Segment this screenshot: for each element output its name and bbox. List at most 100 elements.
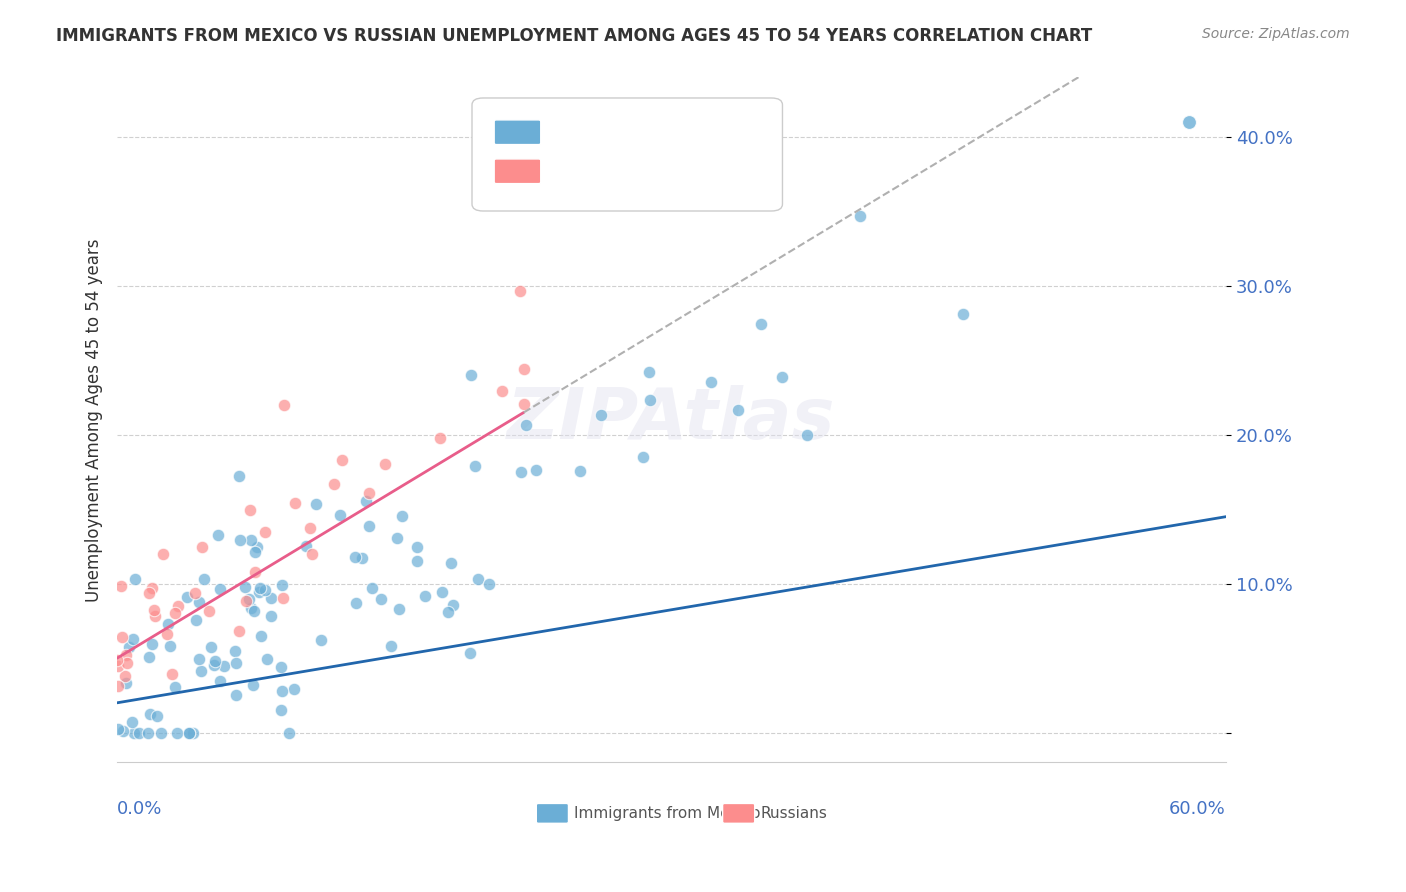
Point <box>245 565 267 579</box>
Point <box>478 577 501 591</box>
Point <box>749 317 772 331</box>
Point <box>727 403 749 417</box>
Point <box>260 591 283 605</box>
Point <box>190 540 212 554</box>
Point <box>107 722 129 736</box>
Point <box>146 709 169 723</box>
Point <box>270 703 292 717</box>
Point <box>107 679 129 693</box>
Text: ZIPAtlas: ZIPAtlas <box>508 385 835 454</box>
Point <box>212 659 235 673</box>
Point <box>250 629 273 643</box>
Text: N =: N = <box>636 161 672 179</box>
Y-axis label: Unemployment Among Ages 45 to 54 years: Unemployment Among Ages 45 to 54 years <box>86 238 103 601</box>
Point <box>163 606 186 620</box>
Point <box>118 640 141 655</box>
Point <box>243 604 266 618</box>
Point <box>700 375 723 389</box>
Point <box>246 540 269 554</box>
Point <box>110 579 132 593</box>
Point <box>114 668 136 682</box>
Text: IMMIGRANTS FROM MEXICO VS RUSSIAN UNEMPLOYMENT AMONG AGES 45 TO 54 YEARS CORRELA: IMMIGRANTS FROM MEXICO VS RUSSIAN UNEMPL… <box>56 27 1092 45</box>
Text: Immigrants from Mexico: Immigrants from Mexico <box>574 805 761 821</box>
Text: 0.757: 0.757 <box>588 161 640 179</box>
Point <box>391 508 413 523</box>
Point <box>467 572 489 586</box>
Point <box>138 585 160 599</box>
Point <box>283 682 305 697</box>
Point <box>122 725 145 739</box>
Point <box>513 397 536 411</box>
Point <box>591 408 613 422</box>
Text: 0.531: 0.531 <box>588 122 640 140</box>
Point <box>849 209 872 223</box>
Text: R =: R = <box>550 122 586 140</box>
FancyBboxPatch shape <box>723 804 755 823</box>
Point <box>638 365 661 379</box>
Point <box>115 648 138 662</box>
Point <box>568 464 591 478</box>
Point <box>343 550 366 565</box>
Point <box>301 547 323 561</box>
Point <box>122 632 145 647</box>
Point <box>329 508 352 523</box>
Point <box>370 591 392 606</box>
FancyBboxPatch shape <box>494 120 541 145</box>
Point <box>208 582 231 596</box>
Point <box>177 725 200 739</box>
Text: 103: 103 <box>672 122 706 140</box>
Point <box>186 613 208 627</box>
Point <box>952 307 974 321</box>
Text: 0.0%: 0.0% <box>117 800 163 818</box>
Point <box>228 468 250 483</box>
Text: 39: 39 <box>672 161 695 179</box>
Point <box>200 640 222 654</box>
Point <box>294 540 316 554</box>
Point <box>117 656 139 670</box>
Point <box>141 582 163 596</box>
Point <box>405 554 427 568</box>
FancyBboxPatch shape <box>472 98 783 211</box>
Point <box>441 598 464 612</box>
Point <box>344 596 367 610</box>
Text: N =: N = <box>636 122 672 140</box>
Point <box>184 585 207 599</box>
Point <box>413 589 436 603</box>
Point <box>253 525 276 540</box>
Point <box>145 608 167 623</box>
Point <box>228 624 250 638</box>
Point <box>166 725 188 739</box>
Point <box>202 657 225 672</box>
Point <box>357 485 380 500</box>
Point <box>509 465 531 479</box>
Point <box>323 477 346 491</box>
Point <box>235 594 257 608</box>
Point <box>638 393 661 408</box>
Point <box>193 572 215 586</box>
Point <box>284 496 307 510</box>
Point <box>513 361 536 376</box>
Text: 60.0%: 60.0% <box>1170 800 1226 818</box>
Point <box>1178 115 1201 129</box>
Point <box>273 398 295 412</box>
Point <box>243 545 266 559</box>
Point <box>138 650 160 665</box>
Point <box>233 580 256 594</box>
Point <box>198 604 221 618</box>
Point <box>162 667 184 681</box>
Point <box>260 609 283 624</box>
Point <box>299 521 322 535</box>
Point <box>464 458 486 473</box>
Point <box>115 675 138 690</box>
Point <box>406 540 429 554</box>
Point <box>271 591 294 606</box>
Point <box>361 582 384 596</box>
Point <box>277 725 299 739</box>
Point <box>374 457 396 471</box>
Point <box>107 659 129 673</box>
Point <box>239 601 262 615</box>
Point <box>188 651 211 665</box>
Point <box>188 595 211 609</box>
Point <box>437 605 460 619</box>
Point <box>305 497 328 511</box>
